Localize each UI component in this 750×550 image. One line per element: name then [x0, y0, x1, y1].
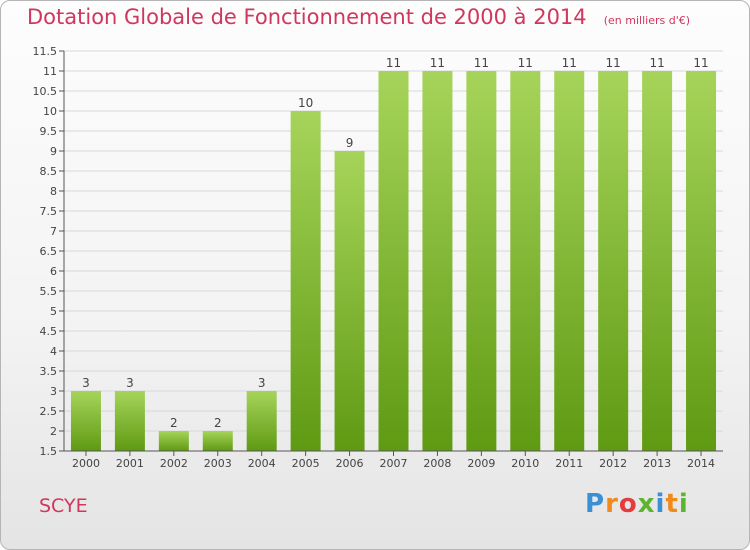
- axes: [59, 50, 723, 456]
- x-tick-label: 2006: [336, 457, 364, 470]
- x-tick-label: 2014: [687, 457, 715, 470]
- y-tick-label: 11.5: [33, 45, 58, 58]
- bar: [246, 391, 277, 451]
- y-tick-label: 3: [50, 385, 57, 398]
- x-tick-label: 2007: [380, 457, 408, 470]
- x-tick-label: 2002: [160, 457, 188, 470]
- y-tick-label: 11: [43, 65, 57, 78]
- logo-letter: x: [637, 489, 656, 519]
- bar-value-label: 11: [474, 56, 489, 70]
- bar-value-label: 3: [258, 376, 266, 390]
- y-tick-label: 6: [50, 265, 57, 278]
- bar-value-label: 9: [346, 136, 354, 150]
- x-tick-label: 2008: [423, 457, 451, 470]
- bar: [70, 391, 101, 451]
- chart-title: Dotation Globale de Fonctionnement de 20…: [27, 5, 587, 29]
- bar-value-label: 11: [606, 56, 621, 70]
- bar: [686, 71, 717, 451]
- x-tick-label: 2011: [555, 457, 583, 470]
- logo-letter: r: [605, 489, 619, 519]
- y-tick-label: 5.5: [40, 285, 58, 298]
- bar: [554, 71, 585, 451]
- x-tick-label: 2010: [511, 457, 539, 470]
- proxiti-logo[interactable]: Proxiti: [585, 489, 689, 519]
- bar-value-label: 11: [518, 56, 533, 70]
- logo-letter: i: [678, 489, 689, 519]
- bar-value-label: 11: [386, 56, 401, 70]
- logo-letter: i: [655, 489, 666, 519]
- bar: [158, 431, 189, 451]
- x-tick-label: 2009: [467, 457, 495, 470]
- labels: 1.5 2 2.5 3 3.5 4 4.5 5 5.5 6 6.5 7 7.5 8 8.5 9 9.5 10 10.…: [33, 45, 716, 470]
- y-tick-label: 9: [50, 145, 57, 158]
- y-tick-label: 10: [43, 105, 57, 118]
- y-tick-label: 4: [50, 345, 57, 358]
- commune-name: SCYE: [39, 495, 88, 517]
- x-tick-label: 2003: [204, 457, 232, 470]
- logo-letter: P: [585, 489, 606, 519]
- bar: [598, 71, 629, 451]
- x-tick-label: 2013: [643, 457, 671, 470]
- logo-letter: o: [618, 489, 638, 519]
- bar: [334, 151, 365, 451]
- bar: [422, 71, 453, 451]
- logo-letter: t: [665, 489, 679, 519]
- bar: [290, 111, 321, 451]
- bar: [510, 71, 541, 451]
- y-tick-label: 10.5: [33, 85, 58, 98]
- x-tick-label: 2004: [248, 457, 276, 470]
- x-tick-label: 2001: [116, 457, 144, 470]
- bar: [642, 71, 673, 451]
- bar-value-label: 11: [693, 56, 708, 70]
- bar: [466, 71, 497, 451]
- bar-value-label: 3: [126, 376, 134, 390]
- x-tick-label: 2000: [72, 457, 100, 470]
- bar-value-label: 2: [214, 416, 222, 430]
- y-tick-label: 3.5: [40, 365, 58, 378]
- y-tick-label: 2: [50, 425, 57, 438]
- y-tick-label: 5: [50, 305, 57, 318]
- y-tick-label: 7: [50, 225, 57, 238]
- y-tick-label: 7.5: [40, 205, 58, 218]
- y-tick-label: 1.5: [40, 445, 58, 458]
- chart-subtitle: (en milliers d'€): [603, 14, 691, 27]
- bars: [70, 71, 717, 451]
- y-tick-label: 8: [50, 185, 57, 198]
- bar-value-label: 2: [170, 416, 178, 430]
- bar-value-label: 3: [82, 376, 90, 390]
- bar-value-label: 11: [430, 56, 445, 70]
- bar-value-label: 11: [649, 56, 664, 70]
- chart-header: Dotation Globale de Fonctionnement de 20…: [27, 5, 690, 29]
- bar-value-label: 10: [298, 96, 313, 110]
- bar: [114, 391, 145, 451]
- x-tick-label: 2005: [292, 457, 320, 470]
- y-tick-label: 2.5: [40, 405, 58, 418]
- y-tick-label: 8.5: [40, 165, 58, 178]
- bar: [378, 71, 409, 451]
- y-tick-label: 6.5: [40, 245, 58, 258]
- bar-value-label: 11: [562, 56, 577, 70]
- bar: [202, 431, 233, 451]
- y-tick-label: 4.5: [40, 325, 58, 338]
- y-tick-label: 9.5: [40, 125, 58, 138]
- x-tick-label: 2012: [599, 457, 627, 470]
